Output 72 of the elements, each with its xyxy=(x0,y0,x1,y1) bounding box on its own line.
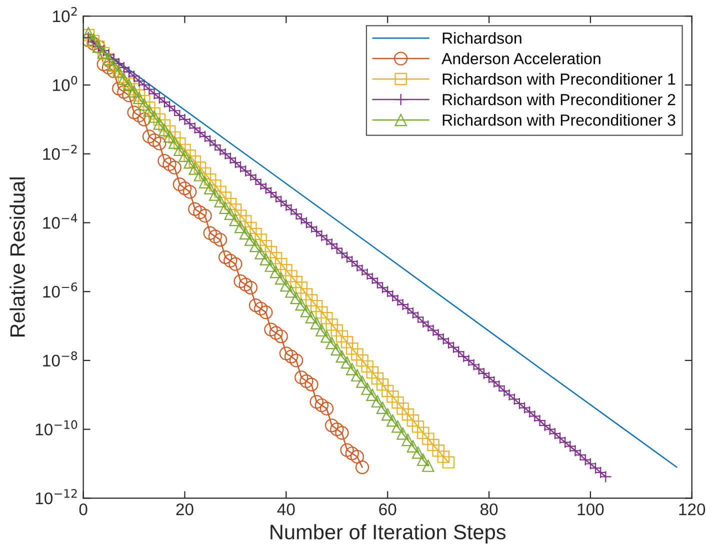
point xyxy=(203,226,217,240)
point xyxy=(238,278,252,292)
point xyxy=(248,298,263,312)
point xyxy=(213,232,228,247)
point xyxy=(244,280,258,294)
point xyxy=(335,426,349,440)
point xyxy=(168,160,182,174)
point xyxy=(259,306,273,320)
x-tick-label: 20 xyxy=(176,503,194,516)
point xyxy=(198,208,212,222)
y-tick-label: 10$^{−10}$ xyxy=(36,420,78,436)
point xyxy=(102,60,116,74)
point xyxy=(234,274,248,288)
legend-label: Richardson xyxy=(442,32,522,44)
point xyxy=(208,230,222,244)
point xyxy=(117,85,131,99)
point xyxy=(350,450,364,464)
y-axis-title: Relative Residual xyxy=(10,177,25,336)
point xyxy=(355,460,370,474)
point xyxy=(172,178,186,192)
legend-label: Richardson with Preconditioner 3 xyxy=(442,114,676,126)
point xyxy=(284,350,298,364)
point xyxy=(290,354,304,368)
y-tick-label: 10$^{2}$ xyxy=(53,6,77,22)
y-tick-label: 10$^{−12}$ xyxy=(36,489,77,504)
x-tick-label: 80 xyxy=(480,503,498,516)
point xyxy=(137,112,151,126)
point xyxy=(183,185,197,199)
point xyxy=(330,422,344,436)
x-tick-label: 60 xyxy=(379,503,396,516)
point xyxy=(310,394,324,409)
point xyxy=(325,418,339,432)
point xyxy=(193,206,207,220)
point xyxy=(122,88,136,102)
point xyxy=(340,443,354,457)
point xyxy=(178,181,192,196)
legend-label: Richardson with Preconditioner 1 xyxy=(442,73,676,85)
point xyxy=(228,257,242,271)
point xyxy=(274,330,288,344)
point xyxy=(132,108,146,122)
x-tick-label: 40 xyxy=(277,503,295,516)
y-tick-label: 10$^{−4}$ xyxy=(43,214,78,229)
y-tick-label: 10$^{−6}$ xyxy=(43,282,78,298)
point xyxy=(218,250,232,264)
point xyxy=(127,106,141,120)
x-tick-label: 0 xyxy=(79,503,88,516)
point xyxy=(158,154,172,168)
point xyxy=(254,302,268,316)
point xyxy=(112,82,126,96)
point xyxy=(224,254,238,268)
point xyxy=(314,398,328,412)
point xyxy=(320,402,334,416)
point xyxy=(304,378,318,392)
point xyxy=(279,346,293,360)
y-tick-label: 10$^{−8}$ xyxy=(43,351,78,367)
x-tick-label: 100 xyxy=(578,503,604,516)
point xyxy=(142,130,156,144)
y-tick-label: 10$^{0}$ xyxy=(53,76,78,92)
y-tick-label: 10$^{−2}$ xyxy=(43,144,77,160)
point xyxy=(264,322,278,336)
point xyxy=(148,133,162,147)
legend-label: Anderson Acceleration xyxy=(442,52,600,64)
x-tick-label: 120 xyxy=(679,503,706,516)
x-axis-title: Number of Iteration Steps xyxy=(270,524,506,544)
point xyxy=(345,446,359,460)
point xyxy=(294,370,308,384)
point xyxy=(152,136,166,150)
point xyxy=(188,202,202,216)
point xyxy=(300,374,314,388)
point xyxy=(162,157,176,172)
legend-label: Richardson with Preconditioner 2 xyxy=(442,94,676,106)
point xyxy=(269,326,283,340)
